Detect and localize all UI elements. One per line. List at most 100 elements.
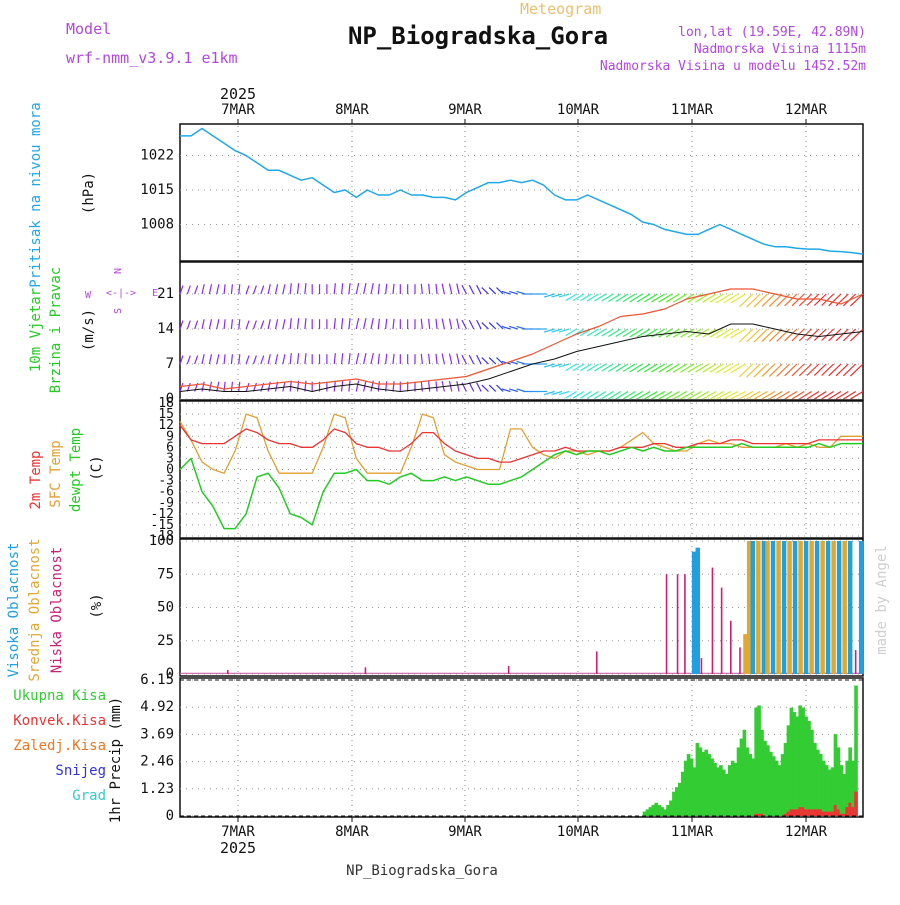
precip-total-bar	[807, 720, 811, 816]
precip-conv-bar	[783, 813, 788, 816]
wind-barb	[428, 353, 431, 365]
y-tick-label: 75	[157, 566, 174, 582]
wind-barb	[791, 390, 805, 400]
wind-barb	[828, 390, 842, 400]
y-tick-label: 25	[157, 633, 174, 649]
wind-barb	[551, 293, 563, 298]
wind-barb	[594, 363, 607, 372]
wind-barb	[791, 328, 805, 342]
wind-barb	[377, 381, 380, 392]
cloud-bar-low	[720, 587, 723, 674]
wind-barb	[289, 353, 292, 365]
wind-barb	[267, 354, 271, 365]
wind-barb	[702, 390, 717, 400]
sfc-temp-label: SFC Temp	[48, 440, 64, 507]
wind-barb	[715, 293, 732, 304]
wind-barb	[586, 390, 599, 400]
wind-barb	[441, 318, 445, 330]
wind-barb	[468, 382, 475, 392]
wind-barb	[644, 328, 658, 338]
precip-total-bar	[848, 747, 852, 816]
wind-barb	[245, 320, 250, 330]
svg-text:N: N	[113, 268, 124, 274]
precip-total-bar	[851, 760, 855, 816]
cloud-bar-high	[858, 541, 864, 674]
wind-barb	[385, 318, 388, 330]
wind-barb	[658, 363, 673, 373]
wind-barb	[496, 384, 504, 392]
wind-barb	[601, 390, 614, 400]
wind-barb	[776, 328, 790, 342]
wind-barb	[208, 284, 213, 295]
cloud-bar-mid	[809, 541, 814, 674]
wind-barb	[644, 293, 658, 303]
cloud-bar-mid	[756, 541, 761, 674]
wind-barb	[363, 317, 367, 330]
wind-barb	[238, 284, 241, 295]
wind-barb	[468, 284, 475, 295]
wind-barb	[179, 382, 184, 392]
wind-barb	[448, 283, 453, 295]
precip-total-bar	[698, 747, 703, 816]
wind-barb	[615, 390, 629, 400]
cloud-unit: (%)	[89, 593, 105, 618]
wind-barb	[850, 363, 864, 377]
wind-barb	[267, 284, 271, 295]
wind-barb	[194, 320, 199, 330]
precip-conv-bar	[789, 809, 794, 816]
y-tick-label: -9	[158, 496, 174, 511]
precip-legend-conv: Konvek.Kisa	[13, 713, 106, 729]
wind-barb	[488, 322, 497, 330]
cloud-bar-high	[781, 541, 787, 674]
wind-barb	[377, 283, 380, 295]
precip-total-bar	[769, 751, 773, 816]
precip-conv-bar	[786, 811, 791, 816]
cloud-bar-mid	[820, 541, 825, 674]
wind-barb	[252, 382, 257, 392]
wind-barb	[687, 363, 702, 373]
precip-legend-total: Ukupna Kisa	[13, 688, 106, 704]
wind-barb	[355, 317, 360, 330]
precip-conv-bar	[804, 809, 808, 816]
wind-barb	[194, 355, 199, 365]
wind-barb	[274, 319, 279, 330]
wind-barb	[420, 381, 423, 392]
coords-text: lon,lat (19.59E, 42.89N)	[678, 25, 866, 40]
cloud-bar-high	[695, 547, 701, 674]
x-tick-label-bottom: 9MAR	[448, 824, 482, 840]
wind-barb	[385, 283, 388, 295]
wind-barb	[186, 320, 191, 330]
wind-barb	[461, 354, 467, 365]
wind-barb	[456, 353, 460, 365]
wind-barb	[658, 328, 673, 338]
wind-barb	[558, 390, 570, 396]
wind-barb	[608, 328, 621, 337]
precip-total-bar	[692, 767, 697, 816]
precip-conv-bar	[801, 807, 805, 816]
wind-barb	[594, 390, 607, 400]
model-label: Model	[66, 20, 111, 38]
wind-barb	[723, 363, 739, 374]
precip-conv-bar	[816, 809, 820, 816]
precip-total-bar	[783, 743, 788, 816]
precip-total-bar	[830, 767, 835, 816]
cloud-bar-high	[792, 541, 798, 674]
wind-barb	[267, 319, 271, 330]
wind-barb	[565, 390, 577, 399]
wind-panel	[179, 261, 864, 401]
precip-total-bar	[751, 758, 756, 816]
wind-barb	[333, 353, 336, 365]
wind-barb	[194, 285, 199, 295]
wind-barb	[687, 293, 702, 303]
precip-total-bar	[724, 773, 729, 816]
wind-barb	[622, 328, 636, 337]
wind-barb	[304, 353, 307, 365]
wind-barb	[814, 390, 827, 400]
cloud-bar-high	[803, 541, 809, 674]
wind-barb	[377, 353, 380, 365]
wind-barb	[296, 353, 300, 365]
wind-barb	[223, 319, 226, 330]
wind-barb	[476, 382, 482, 392]
wind-barb	[481, 287, 489, 295]
wind-barb	[753, 328, 768, 343]
